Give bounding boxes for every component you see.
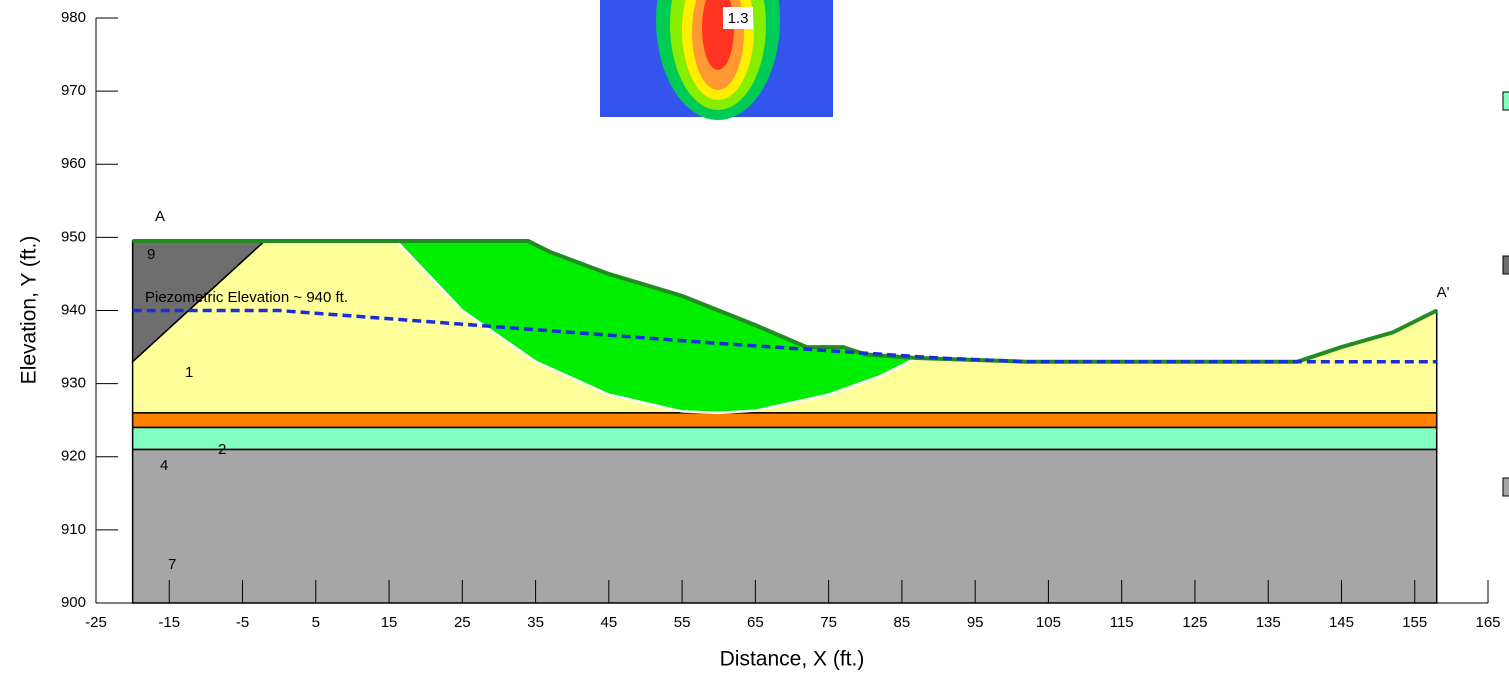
y-axis-title: Elevation, Y (ft.)	[18, 236, 41, 385]
x-tick-label: 65	[747, 614, 764, 631]
y-tick-label: 980	[61, 9, 86, 26]
x-tick-label: 55	[674, 614, 691, 631]
soil-region	[131, 412, 1438, 429]
section-line	[132, 239, 1438, 364]
annotation: A'	[1437, 284, 1450, 301]
x-tick-label: 15	[381, 614, 398, 631]
y-tick-label: 970	[61, 82, 86, 99]
annotation: A	[155, 208, 165, 225]
legend-fragment	[1502, 91, 1509, 497]
x-tick-label: 115	[1110, 614, 1134, 631]
x-axis-title: Distance, X (ft.)	[720, 648, 865, 671]
region-label: 7	[168, 556, 176, 573]
x-tick-label: 165	[1475, 614, 1500, 631]
legend-swatch	[1502, 477, 1509, 497]
soil-region	[396, 241, 917, 413]
x-tick-label: -5	[236, 614, 249, 631]
region-label: 1	[185, 364, 193, 381]
x-tick-label: 35	[527, 614, 544, 631]
x-tick-label: 45	[600, 614, 617, 631]
x-tick-label: -15	[158, 614, 180, 631]
y-tick-label: 900	[61, 594, 86, 611]
inset-contour: 1.3	[600, 0, 833, 120]
fs-box	[723, 7, 753, 29]
factor-of-safety: 1.3	[728, 10, 749, 27]
x-tick-label: 135	[1256, 614, 1281, 631]
region-label: 9	[147, 246, 155, 263]
region-label: 4	[160, 457, 168, 474]
y-tick-label: 920	[61, 448, 86, 465]
y-tick-label: 930	[61, 375, 86, 392]
legend-swatch	[1502, 255, 1509, 275]
y-tick-label: 910	[61, 521, 86, 538]
x-tick-label: 85	[894, 614, 911, 631]
soil-region	[131, 448, 1438, 604]
x-tick-label: 25	[454, 614, 471, 631]
y-tick-label: 960	[61, 155, 86, 172]
x-tick-label: 145	[1329, 614, 1354, 631]
x-tick-label: 95	[967, 614, 984, 631]
region-label: 2	[218, 441, 226, 458]
y-tick-label: 940	[61, 301, 86, 318]
y-tick-label: 950	[61, 228, 86, 245]
x-tick-label: 155	[1402, 614, 1427, 631]
legend-swatch	[1502, 91, 1509, 111]
x-tick-label: 75	[820, 614, 837, 631]
annotation: Piezometric Elevation ~ 940 ft.	[145, 289, 348, 306]
soil-region	[131, 426, 1438, 451]
x-tick-label: 5	[312, 614, 320, 631]
section-line	[395, 240, 918, 415]
x-tick-label: -25	[85, 614, 107, 631]
x-tick-label: 125	[1182, 614, 1207, 631]
x-tick-label: 105	[1036, 614, 1061, 631]
